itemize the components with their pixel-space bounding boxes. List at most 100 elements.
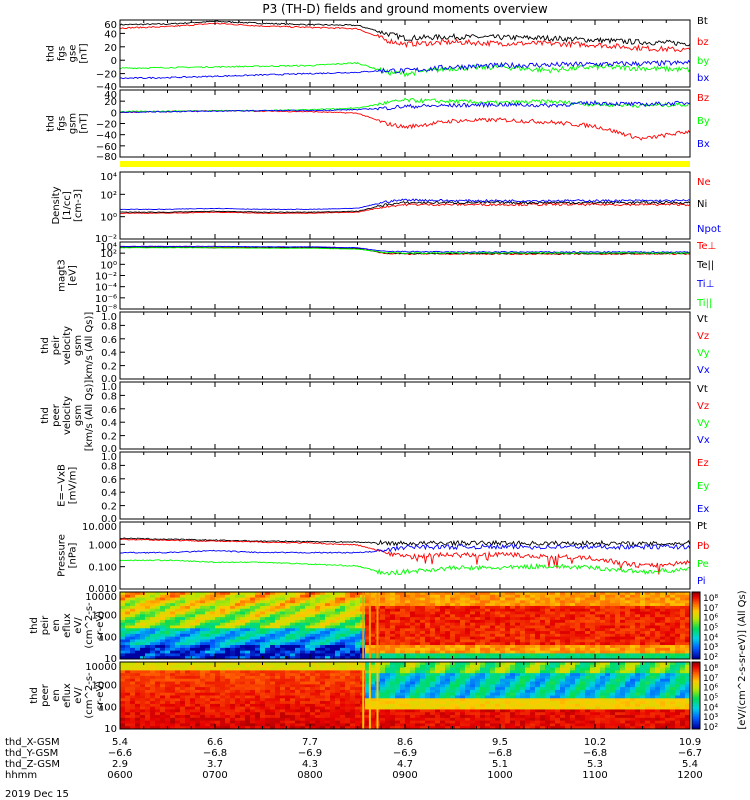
heatmap-cell <box>320 717 326 722</box>
heatmap-cell <box>570 653 576 657</box>
heatmap-cell <box>175 703 181 708</box>
heatmap-streak <box>376 592 379 659</box>
heatmap-cell <box>195 631 201 635</box>
heatmap-cell <box>225 592 231 596</box>
heatmap-cell <box>235 619 241 624</box>
heatmap-cell <box>265 625 271 629</box>
heatmap-cell <box>295 600 301 604</box>
heatmap-cell <box>410 639 416 643</box>
heatmap-cell <box>610 597 616 601</box>
heatmap-cell <box>530 600 536 604</box>
heatmap-cell <box>505 608 511 612</box>
heatmap-cell <box>545 625 551 629</box>
heatmap-cell <box>665 617 671 621</box>
heatmap-cell <box>200 592 206 596</box>
heatmap-cell <box>640 636 646 640</box>
heatmap-cell <box>595 622 601 626</box>
heatmap-cell <box>220 701 226 705</box>
heatmap-cell <box>140 611 146 615</box>
heatmap-cell <box>410 723 416 727</box>
heatmap-cell <box>340 628 346 632</box>
heatmap-cell <box>130 645 136 649</box>
heatmap-cell <box>460 642 466 646</box>
heatmap-cell <box>225 717 231 722</box>
heatmap-cell <box>405 720 411 724</box>
heatmap-cell <box>495 625 501 629</box>
panel-ylabel: thdpeerenefluxeV/(cm^2-s-sr-eV) <box>29 672 106 719</box>
heatmap-cell <box>325 675 331 680</box>
heatmap-cell <box>170 656 176 660</box>
heatmap-cell <box>610 645 616 649</box>
heatmap-cell <box>235 642 241 646</box>
heatmap-cell <box>215 636 221 640</box>
heatmap-cell <box>640 600 646 604</box>
heatmap-cell <box>640 633 646 638</box>
heatmap-cell <box>290 706 296 710</box>
heatmap-cell <box>325 673 331 677</box>
heatmap-cell <box>345 631 351 635</box>
heatmap-cell <box>140 625 146 629</box>
heatmap-cell <box>205 667 211 671</box>
heatmap-cell <box>355 608 361 612</box>
heatmap-cell <box>665 647 671 652</box>
heatmap-cell <box>310 603 316 607</box>
heatmap-cell <box>295 647 301 652</box>
heatmap-cell <box>305 667 311 671</box>
heatmap-cell <box>240 664 246 668</box>
ylabel-line: velocity <box>62 326 73 365</box>
series-line-Bz <box>119 109 691 141</box>
heatmap-cell <box>275 715 281 719</box>
heatmap-cell <box>535 645 541 649</box>
ytick-label: 0.0 <box>101 514 117 525</box>
heatmap-cell <box>570 650 576 654</box>
heatmap-cell <box>565 636 571 640</box>
heatmap-cell <box>345 689 351 694</box>
heatmap-cell <box>295 703 301 708</box>
heatmap-cell <box>385 608 391 612</box>
heatmap-cell <box>210 678 216 682</box>
heatmap-cell <box>215 639 221 643</box>
ytick-label: 10² <box>100 249 117 260</box>
heatmap-cell <box>250 723 256 727</box>
heatmap-cell <box>400 592 406 596</box>
heatmap-cell <box>260 689 266 694</box>
heatmap-cell <box>385 678 391 682</box>
heatmap-cell <box>505 642 511 646</box>
heatmap-cell <box>230 706 236 710</box>
heatmap-cell <box>610 600 616 604</box>
heatmap-cell <box>490 597 496 601</box>
heatmap-cell <box>270 712 276 716</box>
heatmap-cell <box>220 628 226 632</box>
heatmap-cell <box>490 614 496 618</box>
heatmap-cell <box>190 706 196 710</box>
heatmap-cell <box>200 653 206 657</box>
heatmap-cell <box>385 636 391 640</box>
heatmap-cell <box>315 695 321 699</box>
heatmap-cell <box>305 695 311 699</box>
heatmap-cell <box>680 611 686 615</box>
heatmap-cell <box>515 636 521 640</box>
heatmap-cell <box>250 709 256 713</box>
heatmap-cell <box>240 622 246 626</box>
heatmap-cell <box>630 617 636 621</box>
heatmap-cell <box>230 617 236 621</box>
heatmap-cell <box>260 695 266 699</box>
heatmap-cell <box>675 628 681 632</box>
heatmap-cell <box>560 631 566 635</box>
heatmap-cell <box>340 687 346 691</box>
heatmap-cell <box>145 692 151 696</box>
heatmap-cell <box>305 605 311 610</box>
heatmap-cell <box>455 605 461 610</box>
heatmap-cell <box>370 600 376 604</box>
heatmap-cell <box>415 633 421 638</box>
heatmap-cell <box>130 715 136 719</box>
heatmap-cell <box>170 617 176 621</box>
heatmap-cell <box>120 594 126 598</box>
heatmap-cell <box>490 603 496 607</box>
heatmap-cell <box>215 622 221 626</box>
heatmap-cell <box>125 631 131 635</box>
heatmap-cell <box>365 703 371 708</box>
heatmap-cell <box>260 603 266 607</box>
heatmap-cell <box>205 698 211 702</box>
heatmap-cell <box>275 622 281 626</box>
